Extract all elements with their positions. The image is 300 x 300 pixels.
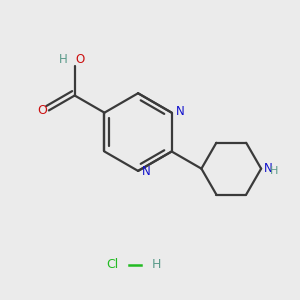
Text: N: N	[263, 162, 272, 175]
Text: O: O	[37, 104, 47, 117]
Text: N: N	[176, 105, 184, 118]
Text: O: O	[75, 52, 85, 66]
Text: N: N	[142, 165, 151, 178]
Text: Cl: Cl	[106, 259, 119, 272]
Text: H: H	[152, 259, 161, 272]
Text: H: H	[58, 52, 67, 66]
Text: H: H	[269, 166, 278, 176]
